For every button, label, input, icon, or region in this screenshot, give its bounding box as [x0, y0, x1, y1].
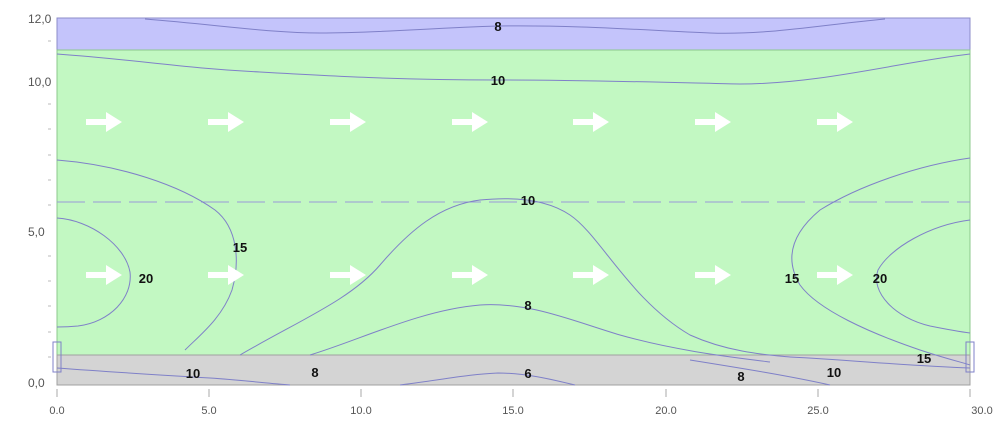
- y-axis: 12,0 10,0 5,0 0,0: [28, 12, 52, 390]
- contour-line-8-top: [144, 18, 886, 34]
- y-tick-label: 12,0: [28, 12, 52, 26]
- contour-label: 20: [873, 271, 887, 286]
- arrow-right-icon: [695, 112, 731, 132]
- arrow-right-icon: [86, 265, 122, 285]
- left-edge-marker: [52, 341, 62, 373]
- contour-line-20-left: [56, 217, 131, 328]
- arrow-right-icon: [330, 265, 366, 285]
- contour-label: 15: [785, 271, 799, 286]
- contour-label: 10: [827, 365, 841, 380]
- arrow-right-icon: [573, 112, 609, 132]
- arrow-right-icon: [573, 265, 609, 285]
- contour-line-8-bottom-right: [689, 359, 831, 386]
- y-axis-minor-ticks: [48, 40, 51, 358]
- contour-line-20-right: [876, 219, 971, 334]
- contour-label: 15: [917, 351, 931, 366]
- y-tick-label: 5,0: [28, 225, 45, 239]
- x-tick-label: 20.0: [655, 405, 676, 417]
- contour-line-10-bottom-right: [789, 356, 971, 369]
- contour-line-10-top: [56, 53, 971, 85]
- contour-label: 10: [521, 193, 535, 208]
- x-tick-label: 30.0: [971, 405, 992, 417]
- arrow-right-icon: [208, 112, 244, 132]
- x-tick-label: 0.0: [49, 405, 64, 417]
- arrow-right-icon: [817, 112, 853, 132]
- arrow-right-icon: [86, 112, 122, 132]
- contour-label: 8: [524, 298, 531, 313]
- contour-line-8-center: [309, 304, 771, 363]
- contour-label: 20: [139, 271, 153, 286]
- x-axis: 0.0 5.0 10.0 15.0 20.0 25.0 30.0: [49, 389, 993, 417]
- contour-line-15-left: [56, 159, 237, 351]
- flow-arrows: [86, 112, 853, 285]
- arrow-right-icon: [695, 265, 731, 285]
- x-tick-label: 25.0: [807, 405, 828, 417]
- bottom-band: [56, 354, 971, 386]
- arrow-right-icon: [817, 265, 853, 285]
- contour-line-10-center: [239, 198, 791, 358]
- arrow-right-icon: [208, 265, 244, 285]
- x-tick-label: 5.0: [201, 405, 216, 417]
- x-axis-ticks: [56, 389, 971, 397]
- contour-labels: 8 10 10 15 20 15 20 8 6 10 8 8 10 15: [139, 19, 931, 384]
- contour-label: 8: [494, 19, 501, 34]
- y-tick-label: 0,0: [28, 376, 45, 390]
- y-tick-label: 10,0: [28, 75, 52, 89]
- contour-label: 10: [186, 366, 200, 381]
- contour-line-15-right: [791, 157, 971, 366]
- contour-label: 8: [737, 369, 744, 384]
- top-band: [56, 17, 971, 51]
- arrow-right-icon: [330, 112, 366, 132]
- arrow-right-icon: [452, 265, 488, 285]
- contour-line-10-bottom-left: [56, 367, 291, 386]
- contour-label: 15: [233, 240, 247, 255]
- contour-label: 6: [524, 366, 531, 381]
- right-edge-marker: [965, 341, 975, 373]
- x-tick-label: 15.0: [502, 405, 523, 417]
- contour-label: 10: [491, 73, 505, 88]
- contour-lines: [56, 18, 971, 386]
- contour-label: 8: [311, 365, 318, 380]
- contour-line-6-bottom: [399, 372, 576, 386]
- x-tick-label: 10.0: [350, 405, 371, 417]
- arrow-right-icon: [452, 112, 488, 132]
